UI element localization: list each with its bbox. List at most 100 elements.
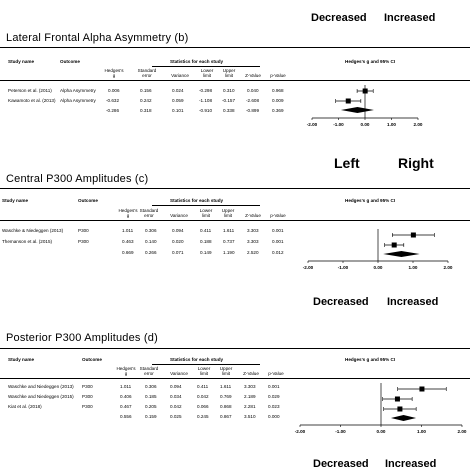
study-name: Waschke & Niedeggen (2013) <box>2 228 64 233</box>
study-outcome: Alpha Asymmetry <box>60 98 96 103</box>
p-value: 0.023 <box>268 404 280 409</box>
axis-tick-label: -2.00 <box>307 122 318 127</box>
col-standard-error: Standard error <box>137 68 157 79</box>
col-z-value: Z-Value <box>245 73 261 78</box>
below-left-label: Left <box>334 155 360 171</box>
axis-tick-label: 2.00 <box>458 429 467 434</box>
variance-value: 0.034 <box>170 394 182 399</box>
below-left-label: Decreased <box>313 458 369 470</box>
lower-value: 0.411 <box>197 384 209 389</box>
col-lower-limit: Lower limit <box>200 68 214 79</box>
se-value: 0.306 <box>145 384 157 389</box>
summary-se: 0.159 <box>145 414 157 419</box>
col-variance: Variance <box>170 371 188 376</box>
summary-variance: 0.101 <box>172 108 184 113</box>
summary-z: 2.520 <box>247 250 259 255</box>
z-value: 2.189 <box>244 394 256 399</box>
col-stats-header: Statistics for each study <box>170 357 224 362</box>
col-lower-limit: Lower limit <box>199 208 213 219</box>
col-standard-error: Standard error <box>139 366 159 377</box>
forest-plot-c: -2.00 -1.00 0.00 1.00 2.00 <box>303 229 453 270</box>
study-name: Waschke and Niedeggen (2013) <box>8 384 74 389</box>
lower-value: -1.108 <box>199 98 213 103</box>
se-value: 0.156 <box>140 88 152 93</box>
summary-diamond <box>390 415 417 421</box>
se-value: 0.242 <box>140 98 152 103</box>
se-value: 0.185 <box>145 394 157 399</box>
axis-tick-label: 1.00 <box>387 122 396 127</box>
effect-size-marker <box>419 386 425 392</box>
lower-value: 0.066 <box>197 404 209 409</box>
header-rule <box>0 220 470 221</box>
upper-value: 1.611 <box>223 228 235 233</box>
col-stats-header: Statistics for each study <box>170 198 224 203</box>
axis-tick-label: 0.00 <box>377 429 386 434</box>
summary-diamond <box>383 251 420 257</box>
study-name: Kiat et al. (2018) <box>8 404 42 409</box>
study-outcome: Alpha Asymmetry <box>60 88 96 93</box>
stats-header-rule <box>152 66 260 67</box>
study-outcome: P300 <box>78 228 89 233</box>
divider <box>0 348 470 349</box>
summary-variance: 0.025 <box>170 414 182 419</box>
header-rule <box>0 378 470 379</box>
study-name: Kawamoto et al. (2013) <box>8 98 56 103</box>
divider <box>0 47 470 48</box>
col-outcome: Outcome <box>82 357 102 362</box>
top-increased-label: Increased <box>384 12 436 24</box>
axis-tick-label: 1.00 <box>409 265 418 270</box>
summary-upper: 0.338 <box>223 108 235 113</box>
summary-diamond <box>340 107 374 113</box>
col-variance: Variance <box>171 73 189 78</box>
col-upper-limit: Upper limit <box>222 68 236 79</box>
summary-upper: 1.190 <box>223 250 235 255</box>
variance-value: 0.042 <box>170 404 182 409</box>
axis-tick-label: 2.00 <box>414 122 423 127</box>
study-outcome: P300 <box>82 404 93 409</box>
axis-tick-label: 2.00 <box>444 265 453 270</box>
p-value: 0.001 <box>268 384 280 389</box>
variance-value: 0.094 <box>170 384 182 389</box>
summary-p: 0.012 <box>272 250 284 255</box>
summary-lower: 0.245 <box>197 414 209 419</box>
col-z-value: Z-Value <box>245 213 261 218</box>
summary-lower: -0.910 <box>199 108 213 113</box>
below-left-label: Decreased <box>313 296 369 308</box>
col-study-name: Study name <box>8 59 35 64</box>
effect-size-marker <box>345 98 351 104</box>
z-value: 3.303 <box>244 384 256 389</box>
study-outcome: P300 <box>78 239 89 244</box>
col-outcome: Outcome <box>60 59 80 64</box>
p-value: 0.001 <box>272 239 284 244</box>
summary-variance: 0.071 <box>172 250 184 255</box>
summary-hedges-g: 0.556 <box>120 414 132 419</box>
forest-plot-d: -2.00 -1.00 0.00 1.00 2.00 <box>295 383 467 434</box>
col-upper-limit: Upper limit <box>221 208 235 219</box>
col-forest-header: Hedges's g and 95% CI <box>345 198 396 203</box>
upper-value: 1.611 <box>220 384 232 389</box>
effect-size-marker <box>362 88 368 94</box>
effect-size-marker <box>410 232 416 238</box>
col-study-name: Study name <box>8 357 35 362</box>
upper-value: 0.868 <box>220 404 232 409</box>
hedges-g-value: 1.011 <box>122 228 134 233</box>
lower-value: 0.188 <box>200 239 212 244</box>
col-lower-limit: Lower limit <box>197 366 211 377</box>
axis-tick-label: -1.00 <box>333 122 344 127</box>
lower-value: 0.042 <box>197 394 209 399</box>
summary-se: 0.266 <box>145 250 157 255</box>
col-hedges-g: Hedges's g <box>116 366 136 377</box>
col-forest-header: Hedges's g and 95% CI <box>345 59 396 64</box>
upper-value: 0.310 <box>223 88 235 93</box>
header-rule <box>0 80 470 81</box>
panel-title: Lateral Frontal Alpha Asymmetry (b) <box>6 32 189 44</box>
col-study-name: Study name <box>2 198 29 203</box>
summary-hedges-g: 0.669 <box>122 250 134 255</box>
z-value: 0.040 <box>247 88 259 93</box>
col-z-value: Z-Value <box>243 371 259 376</box>
study-outcome: P300 <box>82 384 93 389</box>
se-value: 0.306 <box>145 228 157 233</box>
below-right-label: Increased <box>385 458 437 470</box>
axis-tick-label: 1.00 <box>417 429 426 434</box>
variance-value: 0.059 <box>172 98 184 103</box>
